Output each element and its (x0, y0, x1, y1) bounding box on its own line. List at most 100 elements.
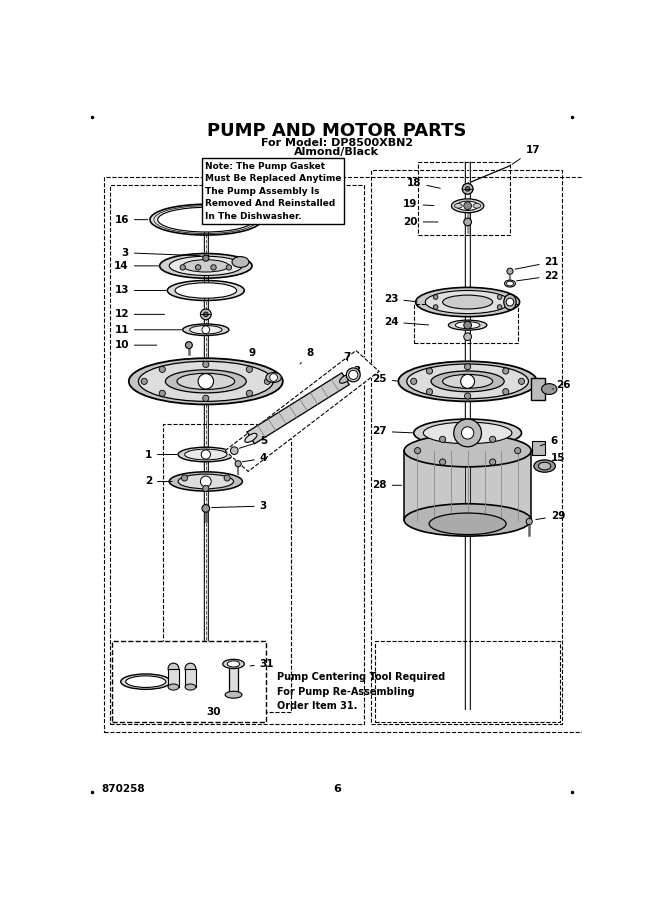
Bar (163, 424, 290, 713)
Circle shape (464, 333, 472, 340)
Ellipse shape (415, 287, 520, 317)
Circle shape (497, 305, 502, 310)
Text: 9: 9 (248, 348, 256, 364)
Ellipse shape (443, 374, 492, 388)
Text: 3: 3 (212, 501, 267, 511)
Bar (531, 378, 544, 400)
Circle shape (200, 476, 211, 487)
Circle shape (246, 366, 253, 373)
Bar (112, 641, 266, 722)
Circle shape (507, 268, 513, 274)
Circle shape (203, 312, 208, 317)
Bar (229, 664, 238, 695)
Circle shape (202, 505, 210, 512)
Ellipse shape (183, 324, 229, 336)
Circle shape (181, 475, 187, 482)
Bar (168, 669, 179, 687)
Text: 18: 18 (407, 177, 440, 188)
Text: 3: 3 (122, 248, 200, 257)
Text: 22: 22 (516, 271, 559, 281)
Ellipse shape (157, 207, 254, 232)
Circle shape (246, 391, 253, 396)
Text: 20: 20 (403, 217, 438, 227)
Circle shape (461, 427, 474, 439)
Circle shape (497, 294, 502, 300)
Ellipse shape (185, 684, 196, 690)
Text: Almond/Black: Almond/Black (294, 147, 379, 157)
Ellipse shape (167, 281, 244, 301)
Text: 12: 12 (114, 310, 165, 320)
Ellipse shape (542, 383, 557, 394)
Circle shape (415, 447, 421, 454)
Circle shape (185, 342, 192, 348)
Bar (375, 641, 560, 722)
Circle shape (439, 459, 446, 465)
Ellipse shape (346, 368, 360, 382)
Polygon shape (247, 373, 349, 444)
Ellipse shape (505, 280, 515, 287)
Circle shape (518, 378, 525, 384)
Text: 6: 6 (540, 436, 558, 446)
Ellipse shape (177, 374, 235, 390)
Circle shape (211, 265, 216, 270)
Circle shape (168, 663, 179, 674)
Ellipse shape (507, 281, 513, 286)
Bar (185, 669, 196, 687)
Text: 8: 8 (300, 348, 313, 364)
Ellipse shape (232, 256, 249, 267)
Text: 3: 3 (354, 366, 361, 376)
Circle shape (465, 364, 470, 370)
Ellipse shape (503, 294, 516, 310)
Circle shape (180, 265, 185, 270)
Text: 19: 19 (403, 199, 434, 210)
Ellipse shape (340, 374, 352, 383)
Circle shape (464, 218, 472, 226)
Ellipse shape (404, 435, 531, 467)
Circle shape (426, 389, 433, 395)
Ellipse shape (534, 460, 555, 473)
Circle shape (434, 305, 438, 310)
Text: 27: 27 (372, 427, 413, 436)
Ellipse shape (452, 199, 484, 212)
Circle shape (270, 374, 277, 382)
Text: 26: 26 (552, 380, 571, 391)
Circle shape (454, 419, 481, 446)
Ellipse shape (225, 691, 242, 698)
Ellipse shape (227, 661, 240, 667)
Circle shape (203, 395, 209, 401)
Circle shape (226, 265, 231, 270)
Circle shape (224, 475, 230, 482)
Bar (104, 177, 601, 732)
Bar (413, 304, 518, 343)
Ellipse shape (473, 203, 481, 208)
Circle shape (515, 447, 521, 454)
Ellipse shape (425, 291, 510, 313)
Ellipse shape (266, 373, 281, 382)
Text: 5: 5 (239, 436, 267, 448)
Circle shape (490, 459, 496, 465)
Text: 15: 15 (543, 454, 565, 464)
Circle shape (235, 461, 241, 467)
Bar (371, 169, 562, 724)
Text: 1: 1 (145, 449, 177, 460)
Ellipse shape (168, 684, 179, 690)
Ellipse shape (245, 434, 257, 443)
Ellipse shape (423, 422, 512, 444)
Ellipse shape (429, 513, 506, 535)
Circle shape (203, 255, 209, 261)
Text: PUMP AND MOTOR PARTS: PUMP AND MOTOR PARTS (207, 122, 467, 140)
Circle shape (141, 378, 147, 384)
Circle shape (462, 184, 473, 194)
Circle shape (506, 298, 514, 306)
Ellipse shape (169, 256, 242, 275)
Circle shape (465, 393, 470, 399)
Circle shape (185, 663, 196, 674)
Circle shape (196, 265, 201, 270)
Text: 870258: 870258 (102, 784, 146, 794)
Ellipse shape (185, 449, 227, 460)
Text: 4: 4 (242, 454, 267, 464)
Text: 7: 7 (343, 352, 351, 362)
Ellipse shape (456, 321, 480, 328)
Ellipse shape (150, 204, 262, 235)
Text: 17: 17 (513, 145, 540, 164)
